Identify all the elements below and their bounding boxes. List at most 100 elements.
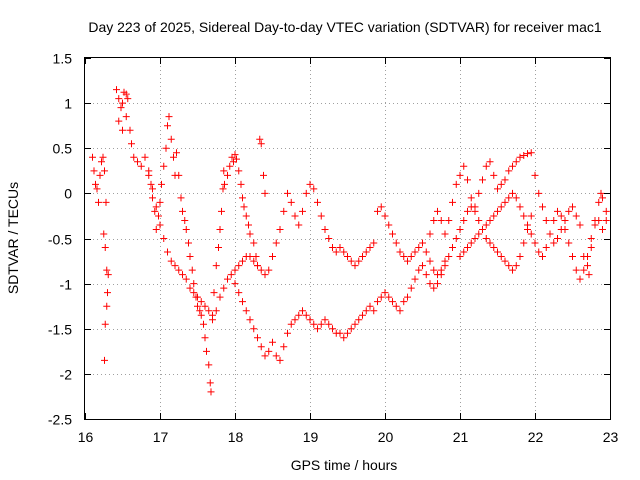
data-point	[505, 194, 513, 202]
data-point	[156, 198, 164, 206]
data-point	[486, 239, 494, 247]
data-point	[475, 216, 483, 224]
data-point	[370, 239, 378, 247]
data-point	[340, 334, 348, 342]
data-point	[310, 185, 318, 193]
data-point	[430, 216, 438, 224]
data-point	[122, 113, 130, 121]
data-point	[101, 356, 108, 364]
data-point	[524, 150, 531, 158]
data-point	[520, 239, 528, 247]
data-point	[113, 86, 120, 94]
data-point	[501, 257, 509, 265]
data-point	[200, 320, 207, 328]
data-point	[520, 151, 528, 159]
data-point	[512, 262, 520, 270]
data-point	[554, 207, 561, 215]
data-point	[257, 343, 265, 351]
data-point	[576, 275, 584, 283]
data-point	[520, 212, 528, 220]
data-point	[325, 320, 333, 328]
data-point	[314, 198, 321, 206]
data-point	[422, 248, 430, 256]
data-point	[411, 275, 419, 283]
data-point	[542, 216, 550, 224]
x-tick-label: 16	[78, 429, 94, 445]
data-point	[272, 352, 280, 360]
data-point	[441, 230, 449, 238]
data-point	[321, 225, 329, 233]
data-point	[160, 162, 168, 170]
data-point	[381, 212, 389, 220]
data-point	[102, 198, 110, 206]
data-point	[186, 253, 194, 261]
data-point	[261, 189, 269, 197]
data-point	[392, 302, 400, 310]
data-point	[291, 316, 299, 324]
data-point	[220, 284, 228, 292]
data-point	[101, 320, 109, 328]
data-point	[561, 216, 569, 224]
data-point	[92, 180, 99, 188]
data-point	[299, 307, 306, 315]
data-point	[482, 235, 490, 242]
data-point	[190, 289, 198, 297]
data-point	[122, 90, 130, 98]
data-point	[90, 167, 98, 175]
data-point	[464, 207, 471, 215]
data-point	[531, 239, 539, 247]
data-point	[430, 266, 438, 274]
data-point	[201, 334, 209, 342]
data-point	[576, 221, 584, 229]
data-point	[242, 212, 250, 220]
data-point	[370, 307, 378, 315]
data-point	[216, 293, 224, 301]
data-point	[215, 244, 222, 252]
data-point	[96, 171, 104, 179]
data-point	[205, 361, 213, 369]
data-point	[355, 257, 363, 265]
data-point	[460, 216, 468, 224]
data-point	[471, 235, 479, 242]
data-point	[482, 221, 490, 229]
data-point	[494, 207, 501, 215]
data-point	[374, 298, 381, 306]
data-point	[471, 203, 479, 211]
data-point	[299, 207, 306, 215]
data-point	[314, 325, 321, 333]
data-point	[240, 203, 248, 211]
data-point	[265, 347, 273, 355]
data-point	[527, 212, 535, 220]
data-point	[584, 262, 591, 270]
x-tick-label: 18	[228, 429, 244, 445]
data-point	[158, 180, 165, 188]
data-point	[572, 212, 580, 220]
data-point	[494, 248, 501, 256]
data-point	[287, 198, 295, 206]
data-point	[505, 167, 513, 175]
plot-frame	[84, 57, 611, 420]
data-point	[284, 329, 291, 337]
data-point	[542, 244, 550, 252]
data-point	[344, 253, 351, 261]
data-point	[539, 253, 546, 261]
data-point	[389, 298, 396, 306]
data-point	[490, 212, 498, 220]
data-point	[152, 203, 160, 211]
data-point	[190, 280, 198, 288]
data-point	[165, 113, 173, 121]
data-point	[287, 320, 295, 328]
data-point	[317, 212, 325, 220]
data-point	[272, 239, 280, 247]
x-tick-label: 21	[453, 429, 469, 445]
y-tick-labels: -2.5 -2 -1.5 -1 -0.5 0 0.5 1 1.5	[48, 51, 72, 428]
data-point	[516, 203, 524, 211]
data-point	[599, 225, 606, 233]
data-point	[265, 266, 273, 274]
x-tick-label: 23	[603, 429, 619, 445]
data-point	[340, 248, 348, 256]
data-point	[101, 244, 109, 252]
data-point	[426, 280, 434, 288]
data-point	[145, 167, 153, 175]
data-point	[501, 176, 509, 184]
